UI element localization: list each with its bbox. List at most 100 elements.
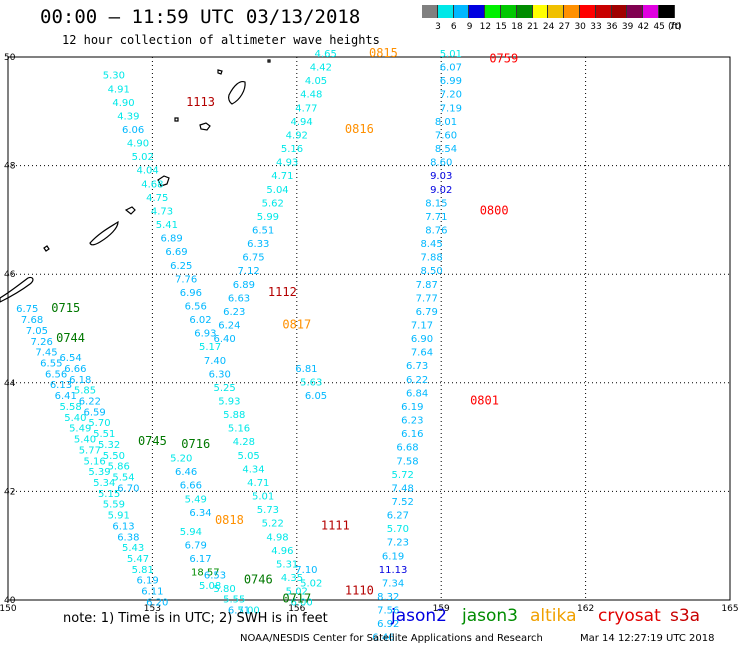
wave-height-value: 4.39 <box>117 111 139 122</box>
coastline <box>0 59 271 303</box>
color-scale-label: 18 <box>511 22 523 32</box>
wave-height-value: 8.15 <box>425 198 447 209</box>
pass-time-label: 0745 <box>138 434 167 448</box>
wave-height-value: 7.88 <box>420 253 442 264</box>
wave-height-value: 7.45 <box>35 348 57 359</box>
pass-time-label: 0716 <box>181 437 210 451</box>
wave-height-value: 6.53 <box>204 570 226 581</box>
color-scale-label: 21 <box>527 22 539 32</box>
wave-height-value: 6.41 <box>55 391 77 402</box>
y-tick-label: 50 <box>4 53 16 63</box>
legend-entry-jason2: jason2 <box>391 606 447 626</box>
wave-height-value: 8.32 <box>377 592 399 603</box>
wave-height-value: 5.40 <box>64 413 86 424</box>
color-scale-label: 24 <box>542 22 555 32</box>
pass-time-label: 0817 <box>282 318 311 332</box>
y-tick-label: 48 <box>4 162 16 172</box>
wave-height-value: 7.34 <box>382 578 404 589</box>
wave-height-value: 6.96 <box>180 288 202 299</box>
wave-height-value: 8.01 <box>435 117 457 128</box>
wave-height-value: 5.40 <box>74 435 96 446</box>
wave-height-value: 5.16 <box>281 144 303 155</box>
wave-height-value: 5.16 <box>228 424 250 435</box>
wave-height-value: 5.15 <box>98 489 120 500</box>
wave-height-value: 6.75 <box>16 304 38 315</box>
color-scale-swatch <box>595 5 612 18</box>
wave-height-value: 7.77 <box>416 293 438 304</box>
wave-height-value: 7.58 <box>396 456 418 467</box>
wave-height-value: 7.68 <box>21 315 43 326</box>
color-scale-label: 9 <box>466 22 473 32</box>
wave-height-value: 4.93 <box>276 158 298 169</box>
wave-height-value: 6.73 <box>406 361 428 372</box>
wave-height-value: 6.84 <box>406 388 428 399</box>
wave-height-value: 7.17 <box>411 321 433 332</box>
wave-height-value: 6.18 <box>69 375 91 386</box>
wave-height-value: 6.90 <box>411 334 433 345</box>
color-scale-label: 45 <box>653 22 665 32</box>
color-scale-label: 36 <box>606 22 618 32</box>
wave-height-value: 6.79 <box>416 307 438 318</box>
wave-height-value: 9.03 <box>430 171 452 182</box>
color-scale-label: 30 <box>574 22 586 32</box>
wave-height-value: 4.71 <box>247 478 269 489</box>
wave-height-value: 5.02 <box>132 152 154 163</box>
legend-entry-jason3: jason3 <box>462 606 518 626</box>
wave-height-value: 6.92 <box>377 619 399 630</box>
wave-height-value: 5.85 <box>74 386 96 397</box>
x-tick-label: 159 <box>433 604 450 614</box>
color-scale-swatch <box>627 5 644 18</box>
wave-height-value: 6.06 <box>122 125 144 136</box>
wave-height-value: 5.05 <box>238 451 260 462</box>
wave-height-value: 6.93 <box>194 329 216 340</box>
wave-height-value: 8.45 <box>420 239 442 250</box>
lat-lon-grid <box>7 56 731 601</box>
wave-height-value: 6.46 <box>372 633 394 644</box>
color-scale-label: 6 <box>450 22 457 32</box>
wave-height-value: 5.16 <box>84 456 106 467</box>
wave-height-value: 7.71 <box>425 212 447 223</box>
wave-height-value: 6.19 <box>136 576 158 587</box>
wave-height-value: 6.56 <box>185 301 207 312</box>
pass-time-label: 1113 <box>186 95 215 109</box>
map-frame <box>7 56 731 601</box>
wave-height-value: 4.96 <box>271 546 293 557</box>
wave-height-value: 7.52 <box>392 497 414 508</box>
wave-height-value: 18.57 <box>191 568 220 579</box>
wave-height-value: 5.39 <box>88 467 110 478</box>
wave-height-value: 6.75 <box>242 253 264 264</box>
wave-height-value: 7.60 <box>435 130 457 141</box>
color-scale-label: 27 <box>558 22 571 32</box>
generation-timestamp: Mar 14 12:27:19 UTC 2018 <box>580 633 715 644</box>
color-scale-swatch <box>469 5 486 18</box>
wave-height-value: 6.27 <box>387 511 409 522</box>
wave-height-value: 7.10 <box>295 565 317 576</box>
wave-height-value: 5.01 <box>440 49 462 60</box>
wave-height-value: 6.34 <box>189 508 211 519</box>
pass-time-label: 0800 <box>480 203 509 217</box>
wave-height-value: 6.30 <box>209 369 231 380</box>
wave-height-value: 6.55 <box>40 359 62 370</box>
wave-height-value: 5.70 <box>387 524 409 535</box>
pass-time-label: 0816 <box>345 122 374 136</box>
wave-height-value: 5.08 <box>199 581 221 592</box>
wave-height-value: 6.63 <box>228 293 250 304</box>
color-scale-label: 3 <box>435 22 441 32</box>
color-scale-label: 42 <box>637 22 650 32</box>
wave-height-value: 6.38 <box>117 532 139 543</box>
wave-height-value: 4.48 <box>300 90 322 101</box>
wave-height-value: 7.20 <box>440 90 462 101</box>
x-tick-label: 156 <box>288 604 305 614</box>
pass-time-label: 0746 <box>244 573 273 587</box>
pass-time-label: 1111 <box>321 518 350 532</box>
wave-height-value: 7.87 <box>416 280 438 291</box>
wave-height-value: 5.32 <box>98 440 120 451</box>
wave-height-value: 7.56 <box>377 606 399 617</box>
wave-height-value: 5.99 <box>257 212 279 223</box>
wave-height-value: 6.66 <box>64 364 86 375</box>
color-scale-label: 33 <box>590 22 602 32</box>
wave-height-value: 5.50 <box>103 451 125 462</box>
y-tick-label: 42 <box>4 487 15 497</box>
color-scale-swatch <box>422 5 438 18</box>
wave-height-value: 5.04 <box>266 185 288 196</box>
